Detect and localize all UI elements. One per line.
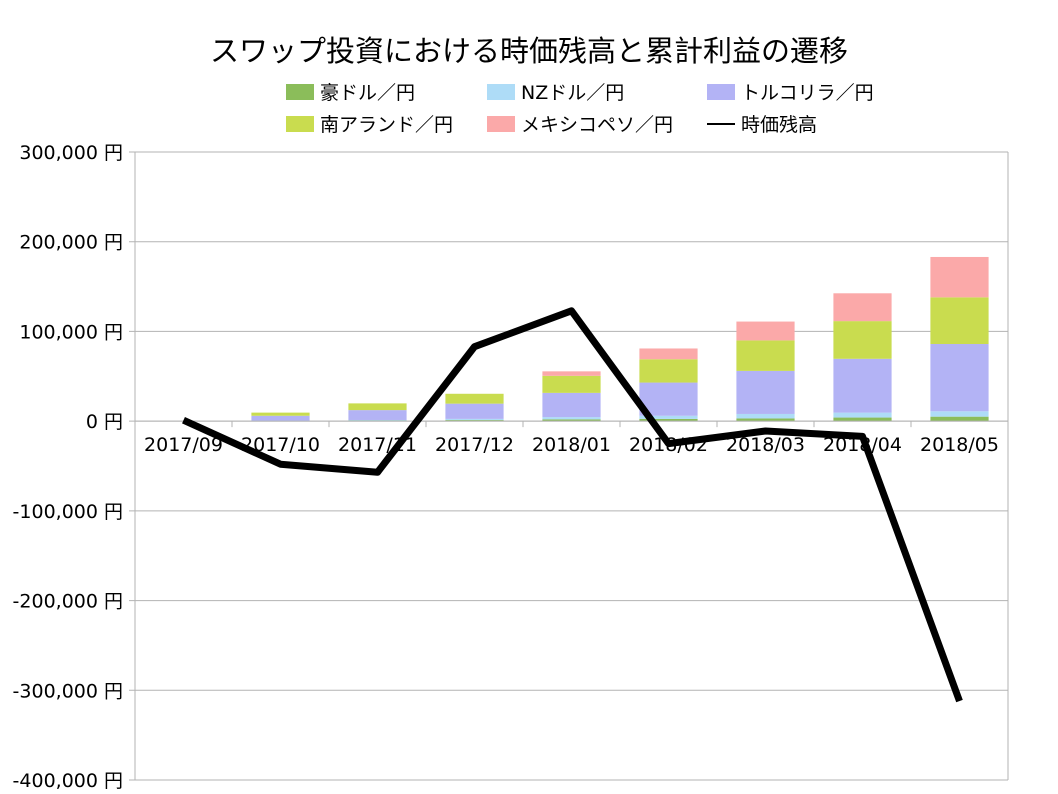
bar-segment bbox=[445, 418, 504, 421]
legend-item: 南アランド／円 bbox=[286, 114, 453, 136]
x-tick-label: 2018/03 bbox=[726, 434, 805, 456]
bar-segment bbox=[445, 420, 504, 422]
bar-series bbox=[251, 256, 989, 422]
legend-item: 豪ドル／円 bbox=[286, 82, 415, 104]
legend-label: 南アランド／円 bbox=[320, 114, 453, 136]
bar-segment bbox=[736, 418, 795, 422]
bar-segment bbox=[833, 417, 892, 422]
y-tick-label: 0 円 bbox=[86, 411, 123, 433]
bar-segment bbox=[348, 419, 407, 421]
bar-segment bbox=[930, 256, 989, 298]
bar-segment bbox=[542, 417, 601, 420]
bar-segment bbox=[833, 358, 892, 413]
y-tick-label: -300,000 円 bbox=[13, 680, 123, 702]
x-tick-label: 2018/05 bbox=[920, 434, 999, 456]
bar-segment bbox=[639, 418, 698, 422]
legend-label: 時価残高 bbox=[741, 114, 817, 136]
x-tick-label: 2017/09 bbox=[144, 434, 223, 456]
bar-segment bbox=[639, 415, 698, 419]
legend-label: NZドル／円 bbox=[521, 82, 624, 104]
line-series bbox=[182, 307, 963, 703]
bar-segment bbox=[736, 413, 795, 419]
legend-label: メキシコペソ／円 bbox=[521, 114, 673, 136]
bar-segment bbox=[639, 382, 698, 416]
legend-item: トルコリラ／円 bbox=[707, 82, 874, 104]
chart-title: スワップ投資における時価残高と累計利益の遷移 bbox=[210, 34, 848, 68]
bar-segment bbox=[833, 293, 892, 322]
bar-segment bbox=[542, 375, 601, 393]
bar-segment bbox=[542, 371, 601, 376]
x-tick-label: 2018/01 bbox=[532, 434, 611, 456]
y-tick-label: 300,000 円 bbox=[19, 142, 123, 164]
x-tick-label: 2017/12 bbox=[435, 434, 514, 456]
x-tick-label: 2017/10 bbox=[241, 434, 320, 456]
legend-swatch bbox=[286, 116, 314, 132]
bar-segment bbox=[833, 412, 892, 418]
bar-segment bbox=[542, 392, 601, 418]
bar-segment bbox=[736, 340, 795, 371]
bar-segment bbox=[445, 393, 504, 404]
bar-segment bbox=[348, 403, 407, 411]
y-tick-label: 100,000 円 bbox=[19, 321, 123, 343]
legend-swatch bbox=[286, 84, 314, 100]
bar-segment bbox=[930, 416, 989, 422]
bar-segment bbox=[833, 321, 892, 359]
bar-segment bbox=[736, 321, 795, 341]
bar-segment bbox=[251, 415, 310, 421]
legend-swatch bbox=[707, 84, 735, 100]
bar-segment bbox=[930, 411, 989, 417]
bar-segment bbox=[930, 343, 989, 412]
y-tick-label: -200,000 円 bbox=[13, 591, 123, 613]
legend-item: 時価残高 bbox=[707, 114, 817, 136]
bar-segment bbox=[639, 359, 698, 383]
legend-swatch bbox=[487, 116, 515, 132]
y-tick-label: -100,000 円 bbox=[13, 501, 123, 523]
legend-label: トルコリラ／円 bbox=[741, 82, 874, 104]
bar-segment bbox=[930, 297, 989, 344]
bar-segment bbox=[251, 412, 310, 416]
legend-swatch bbox=[487, 84, 515, 100]
y-tick-label: 200,000 円 bbox=[19, 232, 123, 254]
bar-segment bbox=[445, 403, 504, 419]
legend-item: NZドル／円 bbox=[487, 82, 624, 104]
bar-segment bbox=[348, 410, 407, 420]
bar-segment bbox=[542, 419, 601, 422]
bar-segment bbox=[639, 348, 698, 360]
bar-segment bbox=[736, 370, 795, 414]
legend-item: メキシコペソ／円 bbox=[487, 114, 673, 136]
y-tick-label: -400,000 円 bbox=[13, 770, 123, 792]
legend-label: 豪ドル／円 bbox=[320, 82, 415, 104]
x-axis: 2017/09 2017/10 2017/11 2017/12 2018/01 2018/… bbox=[134, 420, 1009, 456]
y-axis: 300,000 円 200,000 円 100,000 円 0 円 -100,000 円… bbox=[13, 142, 123, 792]
